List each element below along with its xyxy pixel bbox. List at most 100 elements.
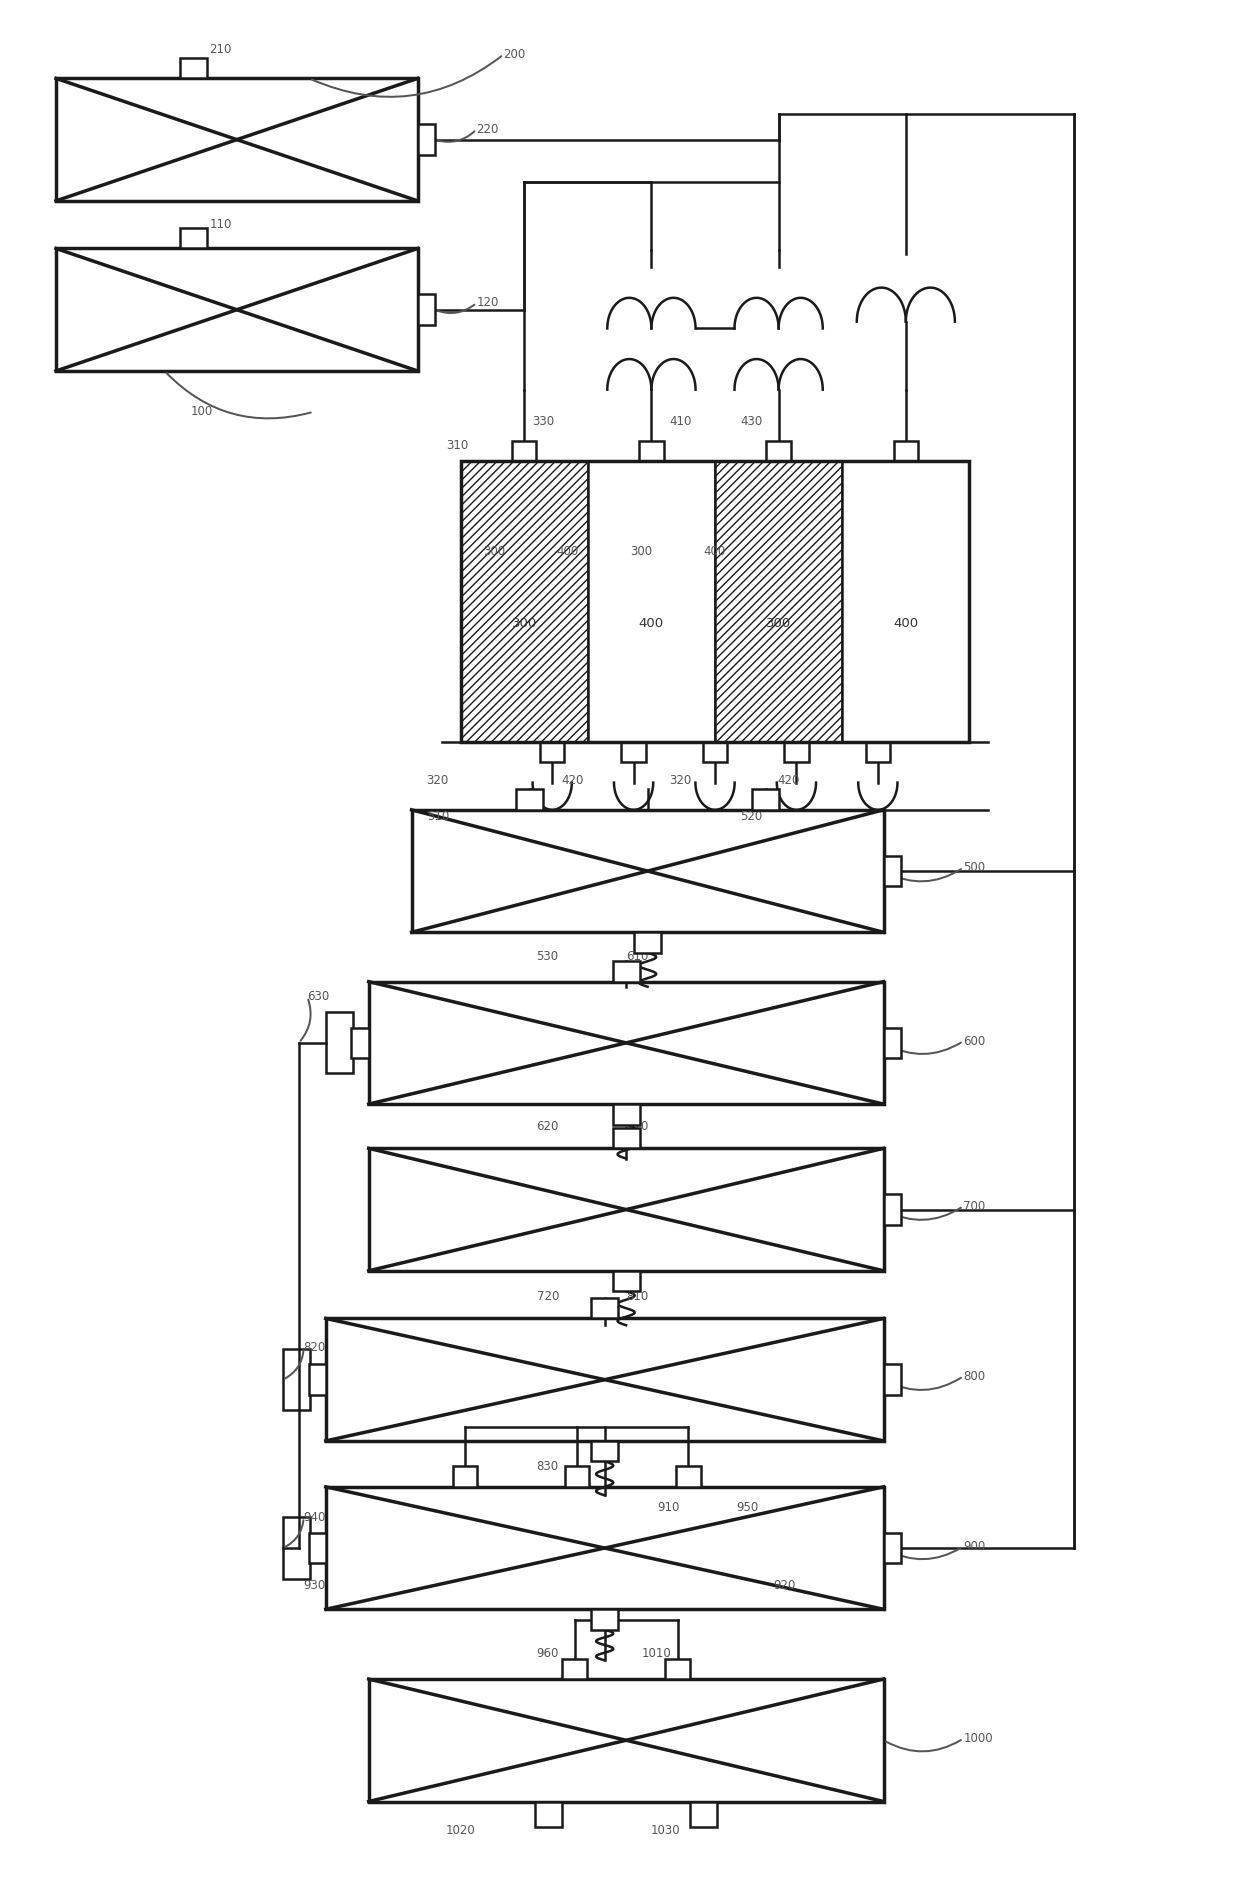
Text: 300: 300 (512, 618, 537, 630)
Text: 210: 210 (210, 43, 232, 57)
Text: 220: 220 (476, 123, 498, 136)
Bar (639, 441, 663, 462)
Text: 530: 530 (537, 950, 559, 963)
Bar (516, 790, 543, 811)
Bar (784, 743, 808, 762)
Bar (591, 1610, 619, 1631)
Text: 420: 420 (777, 775, 800, 788)
Text: 920: 920 (774, 1580, 796, 1593)
Bar (715, 462, 842, 743)
Bar (368, 1148, 884, 1270)
Bar (621, 743, 646, 762)
Bar (842, 462, 970, 743)
Bar (613, 1105, 640, 1125)
Bar (351, 1027, 368, 1057)
Bar (676, 1467, 701, 1487)
Bar (309, 1533, 326, 1563)
Bar (884, 1027, 900, 1057)
Text: 610: 610 (626, 950, 649, 963)
Text: 300: 300 (766, 618, 791, 630)
Bar (326, 1487, 884, 1610)
Text: 330: 330 (532, 415, 554, 428)
Text: 410: 410 (670, 415, 692, 428)
Text: 830: 830 (537, 1459, 559, 1472)
Text: 320: 320 (670, 775, 691, 788)
Text: 310: 310 (446, 439, 469, 452)
Text: 510: 510 (428, 811, 450, 824)
Text: 800: 800 (963, 1370, 986, 1384)
Text: 300: 300 (482, 545, 505, 558)
Bar (56, 79, 418, 202)
Bar (588, 462, 715, 743)
Bar (539, 743, 564, 762)
Bar (703, 743, 728, 762)
Bar (613, 1127, 640, 1148)
Text: 960: 960 (537, 1647, 559, 1661)
Bar (368, 982, 884, 1105)
Text: 940: 940 (304, 1512, 326, 1523)
Bar (418, 124, 435, 155)
Bar (512, 441, 537, 462)
Bar (666, 1659, 689, 1680)
Text: 400: 400 (639, 618, 663, 630)
Bar (180, 58, 207, 79)
Text: 400: 400 (703, 545, 725, 558)
Text: 320: 320 (427, 775, 449, 788)
Text: 430: 430 (740, 415, 763, 428)
Text: 710: 710 (626, 1120, 649, 1133)
Text: 620: 620 (537, 1120, 559, 1133)
Bar (866, 743, 890, 762)
Bar (460, 462, 970, 743)
Bar (283, 1350, 310, 1410)
Bar (460, 462, 588, 743)
Bar (180, 228, 207, 249)
Bar (453, 1467, 477, 1487)
Text: 1030: 1030 (651, 1825, 681, 1836)
Text: 1010: 1010 (642, 1647, 672, 1661)
Bar (884, 1195, 900, 1225)
Text: 420: 420 (562, 775, 584, 788)
Bar (418, 294, 435, 324)
Text: 700: 700 (963, 1199, 986, 1212)
Bar (368, 1680, 884, 1802)
Bar (591, 1440, 619, 1461)
Bar (884, 1365, 900, 1395)
Bar (766, 441, 791, 462)
Text: 950: 950 (737, 1500, 759, 1514)
Bar (563, 1659, 587, 1680)
Bar (753, 790, 779, 811)
Text: 400: 400 (557, 545, 579, 558)
Bar (884, 1533, 900, 1563)
Text: 910: 910 (657, 1500, 680, 1514)
Text: 200: 200 (503, 49, 526, 60)
Text: 110: 110 (210, 219, 232, 232)
Bar (634, 933, 661, 952)
Text: 1000: 1000 (963, 1732, 993, 1746)
Text: 630: 630 (308, 990, 330, 1003)
Text: 600: 600 (963, 1035, 986, 1048)
Bar (309, 1365, 326, 1395)
Bar (412, 811, 884, 933)
Text: 930: 930 (304, 1580, 326, 1593)
Text: 900: 900 (963, 1540, 986, 1553)
Bar (326, 1318, 884, 1440)
Text: 400: 400 (893, 618, 919, 630)
Text: 520: 520 (740, 811, 763, 824)
Bar (613, 1270, 640, 1291)
Bar (56, 249, 418, 371)
Bar (283, 1517, 310, 1578)
Bar (894, 441, 918, 462)
Text: 820: 820 (304, 1340, 326, 1353)
Text: 120: 120 (476, 296, 498, 309)
Bar (536, 1802, 563, 1827)
Text: 300: 300 (630, 545, 652, 558)
Text: 720: 720 (537, 1289, 559, 1303)
Bar (564, 1467, 589, 1487)
Text: 810: 810 (626, 1289, 649, 1303)
Bar (689, 1802, 717, 1827)
Bar (591, 1299, 619, 1318)
Bar (613, 961, 640, 982)
Bar (326, 1012, 352, 1073)
Bar (884, 856, 900, 886)
Text: 1020: 1020 (446, 1825, 476, 1836)
